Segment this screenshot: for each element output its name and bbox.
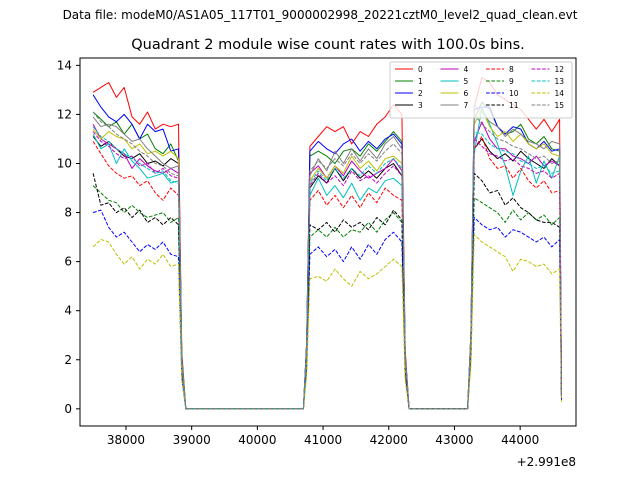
plot-lines	[92, 77, 562, 410]
series-line-12	[92, 131, 562, 410]
legend-label-10: 10	[509, 89, 519, 98]
series-line-6	[92, 109, 562, 410]
legend-label-8: 8	[509, 65, 514, 74]
y-tick-label: 0	[64, 402, 72, 416]
x-tick-label: 42000	[370, 433, 408, 447]
series-line-2	[92, 94, 562, 410]
legend-label-5: 5	[464, 77, 469, 86]
series-line-4	[92, 121, 562, 410]
x-tick-label: 43000	[435, 433, 473, 447]
x-tick-label: 44000	[501, 433, 539, 447]
series-line-10	[92, 209, 562, 410]
y-tick-label: 2	[64, 353, 72, 367]
series-line-3	[92, 136, 562, 410]
x-tick-label: 41000	[304, 433, 342, 447]
x-offset-label: +2.991e8	[517, 455, 576, 469]
series-line-13	[92, 126, 562, 410]
legend-label-2: 2	[418, 89, 423, 98]
y-tick-label: 8	[64, 206, 72, 220]
series-line-15	[92, 111, 562, 410]
y-tick-label: 10	[57, 156, 72, 170]
legend-label-12: 12	[555, 65, 565, 74]
legend-label-0: 0	[418, 65, 423, 74]
legend-frame	[389, 61, 573, 119]
y-tick-label: 14	[57, 58, 72, 72]
y-tick-label: 12	[57, 107, 72, 121]
x-axis-ticks: 38000 39000 40000 41000 42000 43000 44000	[107, 426, 539, 447]
legend-label-14: 14	[555, 89, 565, 98]
chart-suptitle: Data file: modeM0/AS1A05_117T01_90000029…	[63, 8, 578, 22]
series-line-14	[92, 234, 562, 410]
legend-label-1: 1	[418, 77, 423, 86]
x-tick-label: 39000	[173, 433, 211, 447]
legend-label-4: 4	[464, 65, 469, 74]
series-line-1	[92, 101, 562, 410]
legend-label-11: 11	[509, 101, 519, 110]
legend-label-7: 7	[464, 101, 469, 110]
y-tick-label: 6	[64, 255, 72, 269]
chart-title: Quadrant 2 module wise count rates with …	[131, 37, 525, 53]
plot-frame	[79, 57, 577, 427]
y-tick-label: 4	[64, 304, 72, 318]
y-axis-ticks: 0 2 4 6 8 10 12 14	[57, 58, 80, 416]
x-tick-label: 40000	[238, 433, 276, 447]
legend-label-13: 13	[555, 77, 565, 86]
legend-label-9: 9	[509, 77, 514, 86]
series-line-9	[92, 185, 562, 410]
series-line-7	[92, 104, 562, 410]
x-tick-label: 38000	[107, 433, 145, 447]
series-line-11	[92, 172, 562, 410]
series-line-5	[92, 106, 562, 410]
legend-label-3: 3	[418, 101, 423, 110]
legend-label-15: 15	[555, 101, 565, 110]
legend-label-6: 6	[464, 89, 469, 98]
